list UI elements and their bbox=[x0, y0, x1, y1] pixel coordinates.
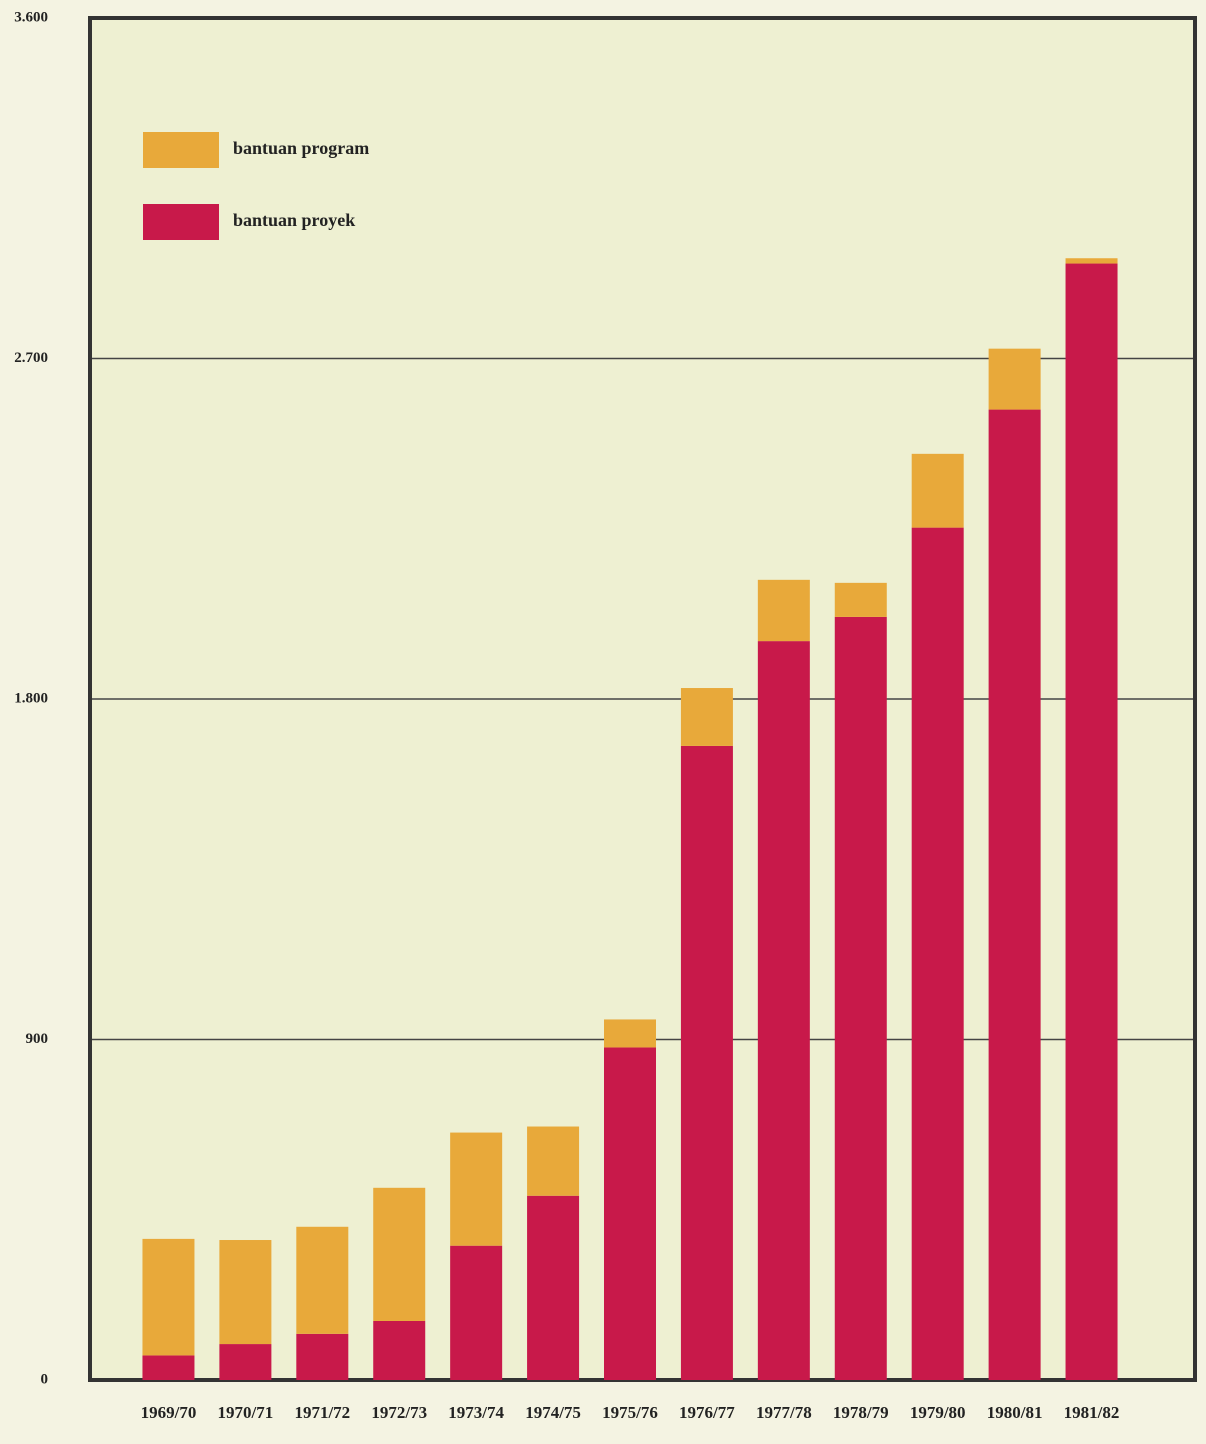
x-tick-label: 1978/79 bbox=[833, 1403, 889, 1422]
bar-segment bbox=[757, 641, 810, 1380]
x-tick-label: 1974/75 bbox=[525, 1403, 581, 1422]
bar-segment bbox=[219, 1240, 272, 1345]
x-tick-label: 1976/77 bbox=[679, 1403, 735, 1422]
x-tick-label: 1971/72 bbox=[294, 1403, 350, 1422]
bar-segment bbox=[450, 1245, 503, 1380]
x-tick-label: 1980/81 bbox=[987, 1403, 1043, 1422]
bar-segment bbox=[911, 527, 964, 1380]
bar-segment bbox=[988, 409, 1041, 1380]
bar-segment bbox=[757, 579, 810, 642]
bar-segment bbox=[142, 1355, 195, 1380]
bar-segment bbox=[296, 1333, 349, 1380]
bar-segment bbox=[142, 1238, 195, 1356]
y-tick-label: 3.600 bbox=[14, 9, 48, 25]
bar-segment bbox=[373, 1187, 426, 1321]
x-tick-label: 1975/76 bbox=[602, 1403, 658, 1422]
bar-segment bbox=[450, 1132, 503, 1246]
y-tick-label: 2.700 bbox=[14, 350, 48, 366]
x-tick-label: 1970/71 bbox=[218, 1403, 274, 1422]
x-tick-label: 1981/82 bbox=[1064, 1403, 1120, 1422]
y-tick-label: 1.800 bbox=[14, 690, 48, 706]
bar-segment bbox=[834, 616, 887, 1380]
bar-segment bbox=[988, 348, 1041, 410]
x-tick-label: 1977/78 bbox=[756, 1403, 812, 1422]
bar-segment bbox=[911, 453, 964, 528]
legend-label: bantuan program bbox=[233, 138, 369, 158]
bar-segment bbox=[680, 745, 733, 1380]
bar-segment bbox=[1065, 258, 1118, 264]
legend-label: bantuan proyek bbox=[233, 210, 355, 230]
bar-segment bbox=[527, 1126, 580, 1196]
x-tick-label: 1973/74 bbox=[448, 1403, 504, 1422]
x-tick-label: 1969/70 bbox=[141, 1403, 197, 1422]
bar-segment bbox=[527, 1195, 580, 1380]
x-tick-label: 1972/73 bbox=[371, 1403, 427, 1422]
bar-segment bbox=[373, 1320, 426, 1380]
bar-segment bbox=[604, 1047, 656, 1380]
y-tick-label: 0 bbox=[41, 1371, 49, 1387]
bar-segment bbox=[680, 688, 733, 746]
legend-swatch bbox=[143, 204, 219, 240]
bar-segment bbox=[834, 582, 887, 617]
legend-swatch bbox=[143, 132, 219, 168]
bar-segment bbox=[219, 1344, 272, 1380]
bar-segment bbox=[604, 1019, 656, 1048]
x-tick-label: 1979/80 bbox=[910, 1403, 966, 1422]
bar-segment bbox=[1065, 263, 1118, 1380]
bar-segment bbox=[296, 1226, 349, 1334]
y-tick-label: 900 bbox=[26, 1031, 49, 1047]
